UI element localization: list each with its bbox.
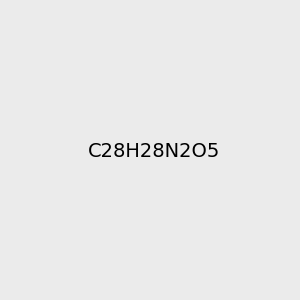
Text: C28H28N2O5: C28H28N2O5 bbox=[88, 142, 220, 161]
